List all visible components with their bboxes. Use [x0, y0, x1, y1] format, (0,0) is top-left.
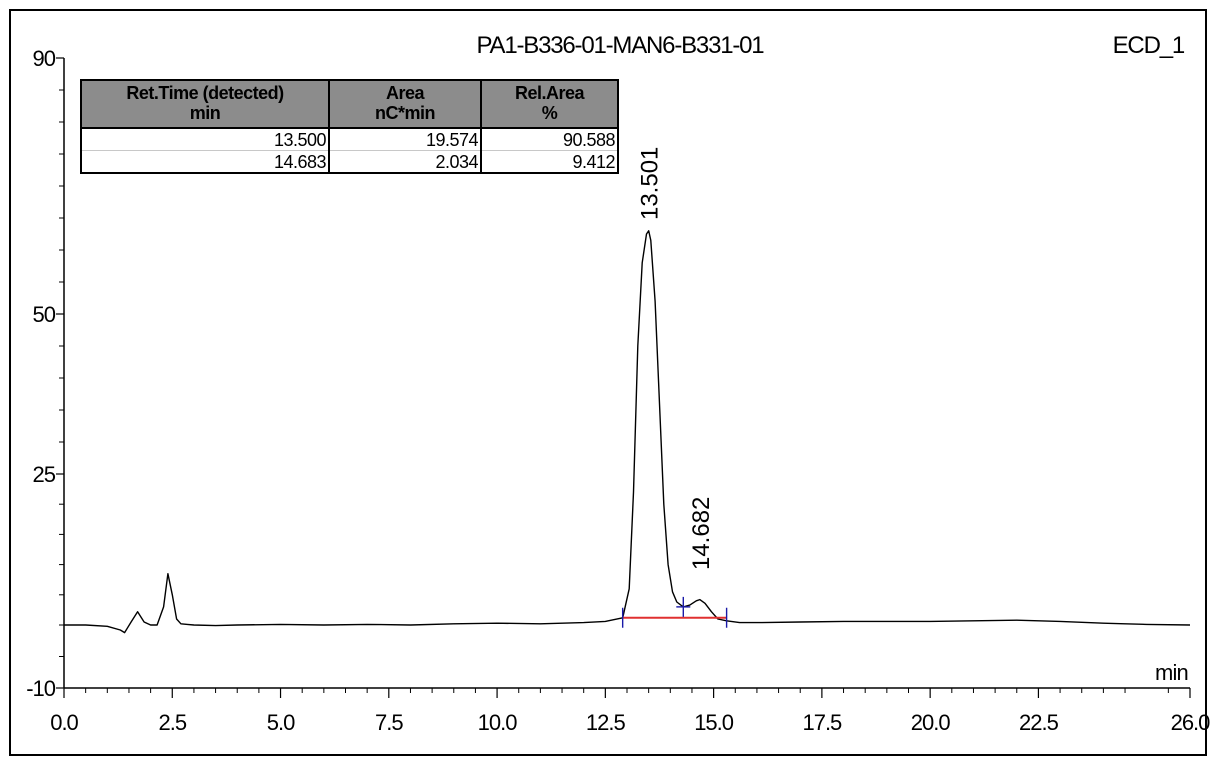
- chart-title: PA1-B336-01-MAN6-B331-01: [477, 32, 765, 59]
- cell-area: 19.574: [329, 128, 482, 151]
- y-tick-label: 90: [33, 46, 56, 71]
- x-tick-label: 17.5: [802, 710, 842, 735]
- x-tick-label: 0.0: [50, 710, 78, 735]
- channel-label: ECD_1: [1113, 32, 1185, 59]
- x-axis-unit-label: min: [1155, 660, 1188, 685]
- peak-retention-label: 13.501: [637, 147, 664, 220]
- cell-rel-area: 9.412: [572, 151, 615, 172]
- x-tick-label: 20.0: [911, 710, 951, 735]
- x-tick-label: 12.5: [586, 710, 626, 735]
- x-tick-label: 2.5: [158, 710, 186, 735]
- chart-border: [9, 9, 1207, 756]
- table-row: 14.683 2.034 9.412: [81, 150, 618, 173]
- cell-ret-time: 13.500: [81, 128, 330, 151]
- y-tick-label: -10: [26, 676, 56, 701]
- header-area: Area nC*min: [329, 80, 482, 129]
- cell-area: 2.034: [329, 150, 482, 173]
- x-tick-label: 7.5: [375, 710, 403, 735]
- chromatogram-trace: [64, 230, 1191, 634]
- x-tick-label: 22.5: [1019, 710, 1059, 735]
- peak-results-table: Ret.Time (detected) min Area nC*min Rel.…: [80, 79, 619, 174]
- header-ret-time: Ret.Time (detected) min: [81, 80, 330, 129]
- table-row: 13.500 19.574 90.588: [81, 128, 618, 151]
- x-tick-label: 15.0: [694, 710, 734, 735]
- x-tick-label: 10.0: [478, 710, 518, 735]
- y-tick-label: 25: [33, 462, 56, 487]
- x-tick-label: 5.0: [267, 710, 295, 735]
- cell-ret-time: 14.683: [81, 150, 330, 173]
- peak-retention-label: 14.682: [688, 497, 715, 570]
- cell-rel-area: 90.588: [481, 128, 618, 151]
- y-tick-label: 50: [33, 302, 56, 327]
- table-header-row: Ret.Time (detected) min Area nC*min Rel.…: [81, 80, 618, 129]
- x-tick-label: 26.0: [1171, 710, 1211, 735]
- header-rel-area: Rel.Area %: [481, 80, 618, 129]
